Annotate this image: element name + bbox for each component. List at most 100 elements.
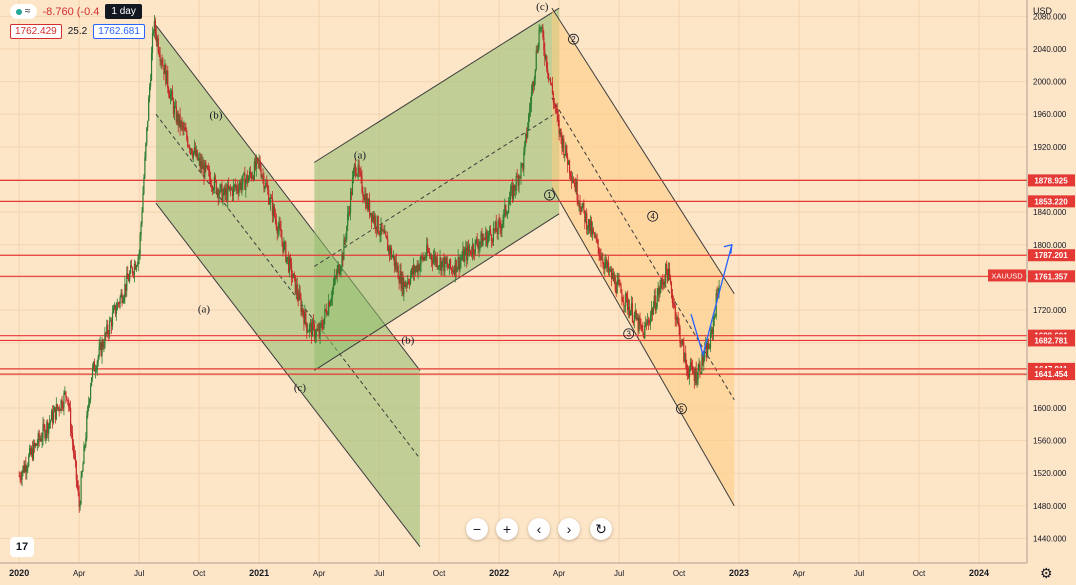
candle-body — [331, 288, 334, 299]
candle-body — [263, 175, 265, 189]
candle-body — [26, 468, 28, 472]
candle-body — [336, 269, 338, 277]
candle-body — [599, 255, 601, 257]
candle-body — [117, 303, 119, 305]
reset-view-button[interactable]: ↻ — [590, 518, 612, 540]
candle-body — [508, 204, 510, 213]
candle-body — [434, 254, 436, 263]
candle-body — [603, 264, 605, 269]
candle-body — [262, 175, 264, 177]
wave-label: (a) — [198, 304, 211, 316]
candle-body — [311, 321, 314, 337]
candle-body — [34, 443, 36, 447]
candle-body — [327, 314, 329, 316]
candle-body — [386, 236, 388, 239]
candle-body — [621, 292, 623, 302]
candle-body — [528, 109, 531, 115]
candle-body — [58, 407, 60, 411]
candle-body — [116, 303, 118, 311]
candle-body — [302, 308, 304, 315]
candle-body — [656, 296, 658, 307]
candle-body — [77, 486, 79, 493]
candle-body — [568, 160, 570, 165]
scroll-left-button[interactable]: ‹ — [528, 518, 550, 540]
candle-body — [703, 357, 705, 364]
candle-body — [370, 212, 373, 222]
candle-body — [394, 260, 396, 267]
candle-body — [387, 238, 389, 251]
candle-body — [361, 175, 363, 193]
scroll-right-button[interactable]: › — [558, 518, 580, 540]
candle-body — [700, 372, 702, 374]
candle-body — [149, 86, 151, 98]
candle-body — [655, 306, 657, 311]
candle-body — [553, 102, 555, 105]
candle-body — [288, 256, 290, 272]
candle-body — [50, 411, 53, 421]
bid-price[interactable]: 1762.429 — [10, 24, 62, 39]
candle-body — [202, 164, 204, 169]
candle-body — [463, 249, 465, 262]
status-pill[interactable]: ≈ — [10, 4, 37, 19]
candle-body — [294, 275, 296, 294]
candle-body — [110, 320, 113, 327]
candle-body — [341, 253, 343, 268]
zoom-in-button[interactable]: + — [496, 518, 518, 540]
candle-body — [71, 433, 74, 444]
candle-body — [638, 317, 640, 331]
settings-gear-icon[interactable]: ⚙ — [1040, 565, 1053, 581]
candle-body — [666, 263, 668, 271]
candle-body — [342, 253, 344, 261]
tradingview-logo-icon[interactable]: 17 — [10, 537, 34, 557]
candle-body — [498, 221, 500, 223]
candle-body — [325, 309, 327, 311]
candle-body — [44, 426, 46, 439]
candle-body — [381, 223, 383, 231]
candle-body — [367, 197, 369, 210]
candle-body — [691, 365, 693, 372]
x-tick-label: 2024 — [969, 568, 989, 578]
candle-body — [393, 256, 395, 267]
candle-body — [681, 340, 683, 344]
candle-body — [594, 235, 596, 238]
candle-body — [426, 244, 428, 257]
candle-body — [368, 199, 370, 210]
candle-body — [269, 203, 271, 205]
candle-body — [187, 138, 189, 147]
candle-body — [445, 257, 447, 264]
candle-body — [395, 260, 397, 270]
candle-body — [673, 303, 675, 306]
reset-controls: ↻ — [590, 518, 612, 540]
candle-body — [43, 424, 45, 427]
candle-body — [278, 223, 280, 229]
candle-body — [127, 273, 129, 279]
candle-body — [439, 257, 441, 266]
candle-body — [201, 161, 203, 169]
candle-body — [527, 127, 529, 138]
candle-body — [99, 342, 101, 347]
candle-body — [619, 283, 621, 285]
zoom-out-button[interactable]: − — [466, 518, 488, 540]
candle-body — [333, 276, 335, 285]
candle-body — [525, 133, 527, 142]
candle-body — [149, 80, 152, 87]
candle-body — [610, 269, 613, 279]
candle-body — [540, 27, 542, 29]
candle-body — [218, 192, 220, 199]
candle-body — [223, 187, 225, 195]
candle-body — [28, 455, 30, 466]
candle-body — [377, 216, 379, 233]
candle-body — [145, 143, 147, 158]
candle-body — [696, 379, 698, 384]
candle-body — [239, 182, 241, 187]
candle-body — [346, 226, 348, 239]
ask-price[interactable]: 1762.681 — [93, 24, 145, 39]
candle-body — [631, 303, 634, 322]
time-axis[interactable] — [0, 563, 1076, 585]
candle-body — [667, 270, 669, 281]
candle-body — [543, 37, 545, 51]
candle-body — [471, 244, 474, 255]
candle-body — [347, 213, 349, 227]
candle-body — [258, 159, 260, 162]
